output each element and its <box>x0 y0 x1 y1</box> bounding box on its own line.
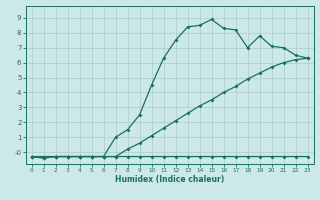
X-axis label: Humidex (Indice chaleur): Humidex (Indice chaleur) <box>115 175 224 184</box>
